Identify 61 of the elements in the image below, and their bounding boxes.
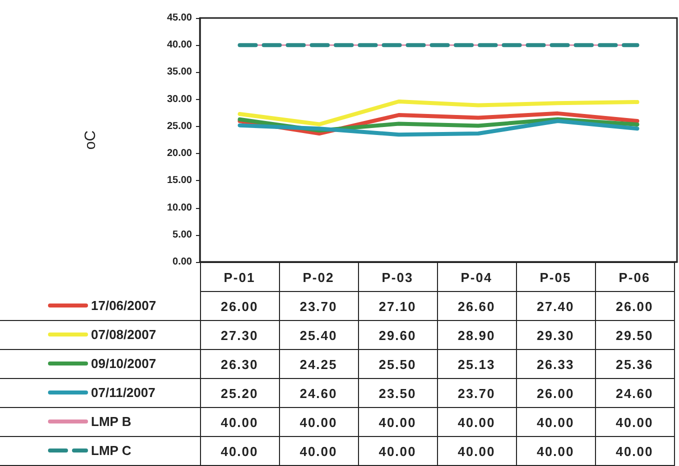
data-label: 24.60	[595, 378, 674, 408]
y-tick-label: 5.00	[172, 229, 192, 240]
x-tick-label: P-02	[279, 262, 358, 292]
legend-label: 17/06/2007	[91, 298, 156, 313]
y-axis-title: oC	[82, 130, 99, 150]
y-tick-label: 20.00	[166, 148, 192, 160]
legend-label: 09/10/2007	[91, 356, 156, 371]
data-label: 29.60	[358, 320, 437, 350]
data-label: 26.00	[516, 378, 595, 408]
legend-label: 07/08/2007	[91, 327, 156, 342]
data-label: 23.70	[279, 292, 358, 320]
x-tick-label: P-06	[595, 262, 674, 292]
data-label: 40.00	[358, 408, 437, 436]
data-label: 24.60	[279, 378, 358, 408]
data-label: 25.13	[437, 350, 516, 378]
line-series	[238, 100, 640, 126]
data-label: 25.50	[358, 350, 437, 378]
x-tick-label: P-03	[358, 262, 437, 292]
legend-label: LMP B	[91, 414, 132, 429]
data-label: 26.00	[200, 292, 279, 320]
y-tick-label: 40.00	[166, 40, 192, 51]
x-tick-label: P-01	[200, 262, 279, 292]
data-label: 28.90	[437, 320, 516, 350]
data-label: 40.00	[200, 436, 279, 466]
y-tick-label: 30.00	[166, 94, 192, 105]
data-label: 40.00	[595, 408, 674, 436]
data-label: 23.70	[437, 378, 516, 408]
legend-label: 07/11/2007	[91, 385, 156, 400]
legend-label: LMP C	[91, 443, 132, 458]
line-series	[238, 119, 640, 137]
y-tick-label: 25.00	[166, 120, 192, 132]
data-label: 40.00	[595, 436, 674, 466]
data-label: 27.30	[200, 320, 279, 350]
data-label: 40.00	[279, 408, 358, 436]
x-tick-label: P-04	[437, 262, 516, 292]
data-label: 26.60	[437, 292, 516, 320]
data-label: 24.25	[279, 350, 358, 378]
data-label: 26.30	[200, 350, 279, 378]
data-label: 27.40	[516, 292, 595, 320]
data-label: 29.50	[595, 320, 674, 350]
data-label: 26.33	[516, 350, 595, 378]
data-label: 29.30	[516, 320, 595, 350]
data-label: 23.50	[358, 378, 437, 408]
data-label: 40.00	[437, 436, 516, 466]
data-label: 25.40	[279, 320, 358, 350]
y-tick-label: 35.00	[166, 66, 192, 78]
y-tick-label: 0.00	[172, 256, 192, 268]
data-label: 40.00	[358, 436, 437, 466]
y-tick-label: 10.00	[166, 202, 192, 214]
data-label: 40.00	[437, 408, 516, 436]
data-label: 26.00	[595, 292, 674, 320]
data-label: 40.00	[516, 436, 595, 466]
data-label: 25.20	[200, 378, 279, 408]
y-tick-label: 45.00	[166, 12, 192, 24]
data-label: 40.00	[516, 408, 595, 436]
data-label: 40.00	[279, 436, 358, 466]
x-tick-label: P-05	[516, 262, 595, 292]
y-tick-label: 15.00	[166, 175, 192, 186]
data-label: 27.10	[358, 292, 437, 320]
data-label: 25.36	[595, 350, 674, 378]
data-label: 40.00	[200, 408, 279, 436]
